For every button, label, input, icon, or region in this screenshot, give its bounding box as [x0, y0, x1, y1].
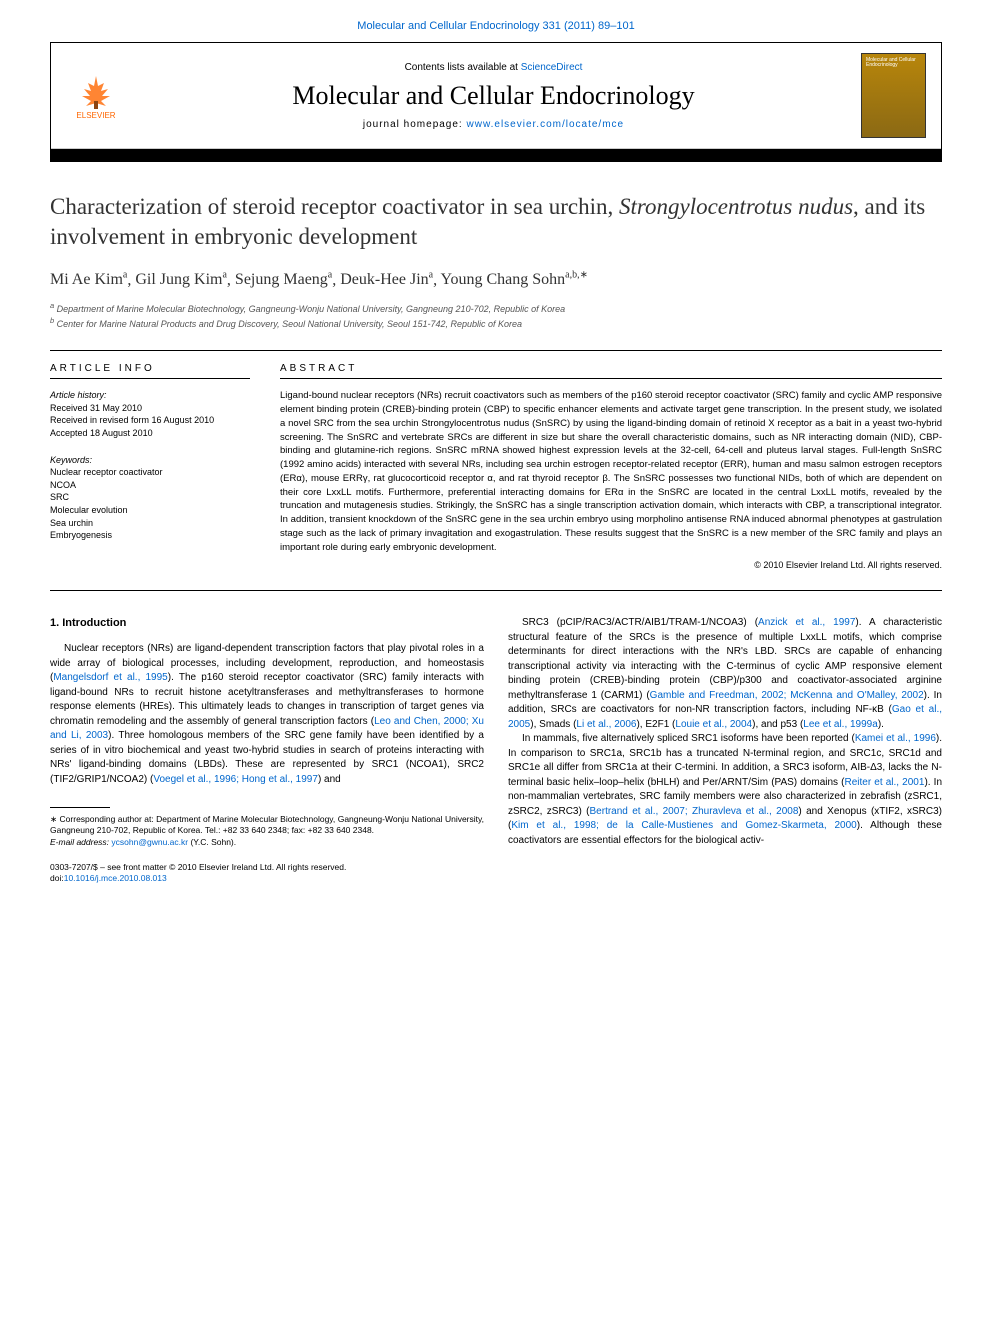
footnote-corr-text: ∗ Corresponding author at: Department of… — [50, 814, 484, 836]
authors-line: Mi Ae Kima, Gil Jung Kima, Sejung Maenga… — [50, 270, 942, 289]
doi-link[interactable]: 10.1016/j.mce.2010.08.013 — [64, 873, 167, 883]
journal-title: Molecular and Cellular Endocrinology — [126, 81, 861, 111]
author-sup: a — [123, 270, 127, 281]
info-hr — [50, 378, 250, 379]
journal-header-box: ELSEVIER Contents lists available at Sci… — [50, 42, 942, 162]
abstract-text: Ligand-bound nuclear receptors (NRs) rec… — [280, 389, 942, 554]
body-paragraph: Nuclear receptors (NRs) are ligand-depen… — [50, 642, 484, 787]
info-abstract-row: article info Article history: Received 3… — [50, 363, 942, 570]
abstract-copyright: © 2010 Elsevier Ireland Ltd. All rights … — [280, 560, 942, 570]
keyword: Nuclear receptor coactivator — [50, 466, 250, 479]
homepage-prefix: journal homepage: — [363, 119, 467, 130]
article-info-column: article info Article history: Received 3… — [50, 363, 250, 570]
author-sup: a — [222, 270, 226, 281]
affiliation-line: a Department of Marine Molecular Biotech… — [50, 301, 942, 316]
history-label: Article history: — [50, 389, 250, 402]
footer-copyright: 0303-7207/$ – see front matter © 2010 El… — [50, 862, 484, 873]
doi-label: doi: — [50, 873, 64, 883]
divider-top — [50, 350, 942, 351]
journal-homepage: journal homepage: www.elsevier.com/locat… — [126, 119, 861, 130]
author: Mi Ae Kima — [50, 271, 127, 288]
body-column-right: SRC3 (pCIP/RAC3/ACTR/AIB1/TRAM-1/NCOA3) … — [508, 616, 942, 883]
header-center: Contents lists available at ScienceDirec… — [126, 62, 861, 130]
keyword: Embryogenesis — [50, 529, 250, 542]
sciencedirect-link[interactable]: ScienceDirect — [521, 62, 583, 73]
keyword: NCOA — [50, 479, 250, 492]
author: Young Chang Sohna,b,∗ — [441, 271, 588, 288]
affiliation-line: b Center for Marine Natural Products and… — [50, 316, 942, 331]
intro-heading: 1. Introduction — [50, 616, 484, 632]
citation-link[interactable]: Voegel et al., 1996; Hong et al., 1997 — [153, 774, 318, 785]
body-paragraph: In mammals, five alternatively spliced S… — [508, 732, 942, 848]
abstract-column: abstract Ligand-bound nuclear receptors … — [280, 363, 942, 570]
body-two-columns: 1. Introduction Nuclear receptors (NRs) … — [50, 616, 942, 883]
keyword: SRC — [50, 491, 250, 504]
citation-link[interactable]: Li et al., 2006 — [576, 719, 636, 730]
citation-link[interactable]: Lee et al., 1999a — [803, 719, 878, 730]
body-paragraph: SRC3 (pCIP/RAC3/ACTR/AIB1/TRAM-1/NCOA3) … — [508, 616, 942, 732]
history-line: Received in revised form 16 August 2010 — [50, 414, 250, 427]
footnote-email-line: E-mail address: ycsohn@gwnu.ac.kr (Y.C. … — [50, 837, 484, 848]
elsevier-logo: ELSEVIER — [66, 66, 126, 126]
author: Gil Jung Kima — [135, 271, 227, 288]
citation-link[interactable]: Leo and Chen, 2000; Xu and Li, 2003 — [50, 716, 484, 742]
corresponding-author-footnote: ∗ Corresponding author at: Department of… — [50, 814, 484, 847]
keywords-block: Keywords: Nuclear receptor coactivatorNC… — [50, 454, 250, 542]
article-title: Characterization of steroid receptor coa… — [50, 192, 942, 252]
title-species-italic: Strongylocentrotus nudus — [619, 194, 853, 219]
homepage-link[interactable]: www.elsevier.com/locate/mce — [467, 119, 625, 130]
author-sup: a,b,∗ — [565, 270, 588, 281]
journal-reference: Molecular and Cellular Endocrinology 331… — [50, 20, 942, 32]
header-top-row: ELSEVIER Contents lists available at Sci… — [51, 43, 941, 149]
footnote-separator — [50, 807, 110, 808]
citation-link[interactable]: Reiter et al., 2001 — [845, 777, 925, 788]
citation-link[interactable]: Louie et al., 2004 — [675, 719, 752, 730]
email-suffix: (Y.C. Sohn). — [188, 837, 236, 847]
keywords-label: Keywords: — [50, 454, 250, 467]
history-line: Accepted 18 August 2010 — [50, 427, 250, 440]
contents-line: Contents lists available at ScienceDirec… — [126, 62, 861, 73]
citation-link[interactable]: Gamble and Freedman, 2002; McKenna and O… — [650, 690, 924, 701]
header-black-bar — [51, 149, 941, 161]
contents-prefix: Contents lists available at — [405, 62, 521, 73]
abstract-label: abstract — [280, 363, 942, 374]
elsevier-tree-icon — [76, 71, 116, 111]
journal-ref-link[interactable]: Molecular and Cellular Endocrinology 331… — [357, 20, 634, 32]
elsevier-label: ELSEVIER — [76, 111, 115, 120]
citation-link[interactable]: Bertrand et al., 2007; Zhuravleva et al.… — [590, 806, 799, 817]
footer-doi-line: doi:10.1016/j.mce.2010.08.013 — [50, 873, 484, 884]
citation-link[interactable]: Kim et al., 1998; de la Calle-Mustienes … — [511, 820, 856, 831]
title-pre: Characterization of steroid receptor coa… — [50, 194, 619, 219]
email-label: E-mail address: — [50, 837, 111, 847]
article-info-label: article info — [50, 363, 250, 374]
body-column-left: 1. Introduction Nuclear receptors (NRs) … — [50, 616, 484, 883]
email-link[interactable]: ycsohn@gwnu.ac.kr — [111, 837, 188, 847]
footer-block: 0303-7207/$ – see front matter © 2010 El… — [50, 862, 484, 884]
keyword: Sea urchin — [50, 517, 250, 530]
divider-bottom — [50, 590, 942, 591]
citation-link[interactable]: Anzick et al., 1997 — [758, 617, 855, 628]
keyword: Molecular evolution — [50, 504, 250, 517]
article-history: Article history: Received 31 May 2010Rec… — [50, 389, 250, 439]
author: Deuk-Hee Jina — [340, 271, 433, 288]
history-line: Received 31 May 2010 — [50, 402, 250, 415]
author-sup: a — [328, 270, 332, 281]
abstract-hr — [280, 378, 942, 379]
author-sup: a — [429, 270, 433, 281]
citation-link[interactable]: Mangelsdorf et al., 1995 — [53, 672, 167, 683]
affiliations: a Department of Marine Molecular Biotech… — [50, 301, 942, 330]
journal-cover-thumbnail: Molecular and Cellular Endocrinology — [861, 53, 926, 138]
author: Sejung Maenga — [235, 271, 332, 288]
citation-link[interactable]: Kamei et al., 1996 — [855, 733, 936, 744]
